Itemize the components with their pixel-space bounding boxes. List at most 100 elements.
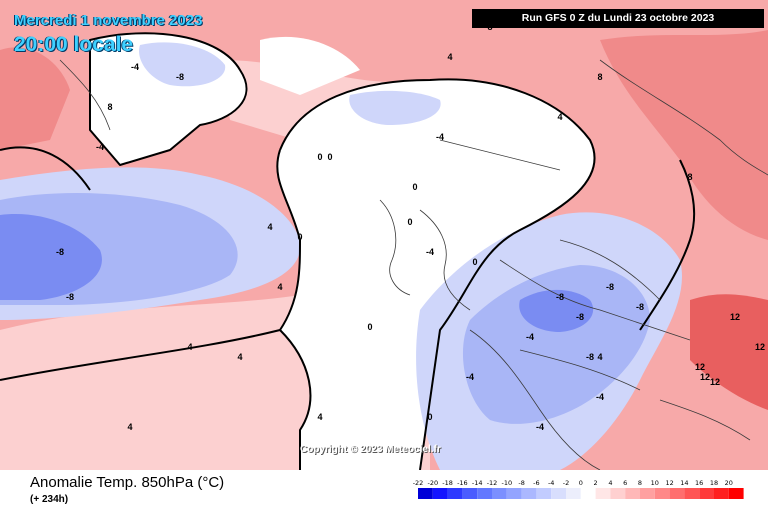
contour-value-label: 4	[557, 112, 562, 122]
anomaly-map-svg: -8-8-8-4-4-4-4-4-8-8-8-8-8-4-4-40 0000000…	[0, 22, 768, 470]
scale-swatch	[447, 488, 463, 499]
scale-tick-label: -20	[427, 479, 438, 487]
scale-swatch	[595, 488, 611, 499]
color-scale-legend: -22 -20 -18 -16 -14 -12 -10 -8 -6 -4 -2 0 2 4 6 8 10 12 14…	[413, 479, 744, 499]
contour-value-label: 12	[755, 342, 765, 352]
scale-tick-label: 4	[608, 479, 612, 487]
scale-tick-label: -6	[533, 479, 539, 487]
contour-value-label: 8	[597, 72, 602, 82]
scale-tick-label: -4	[548, 479, 554, 487]
scale-tick-label: -2	[563, 479, 569, 487]
contour-value-label: -4	[466, 372, 474, 382]
cold-anomaly-zone	[462, 265, 650, 424]
contour-value-label: -4	[131, 62, 139, 72]
coastline	[469, 329, 601, 470]
hot-zone	[690, 294, 768, 410]
contour-value-label: 8	[687, 172, 692, 182]
contour-value-label: 0	[412, 182, 417, 192]
cold-strong-zone	[0, 214, 102, 300]
coastline	[59, 59, 111, 131]
contour-value-label: -8	[176, 72, 184, 82]
scale-tick-label: 12	[665, 479, 673, 487]
contour-value-label: -8	[56, 247, 64, 257]
contour-value-label: 0	[472, 257, 477, 267]
contour-value-label: -4	[436, 132, 444, 142]
scale-tick-label: 20	[725, 479, 733, 487]
scale-tick-label: -14	[472, 479, 483, 487]
scale-tick-label: 14	[680, 479, 688, 487]
scale-tick-label: -18	[442, 479, 453, 487]
scale-tick-label: 16	[695, 479, 703, 487]
scale-tick-label: -16	[457, 479, 468, 487]
contour-value-label: -4	[536, 422, 544, 432]
zero-contour-line	[0, 146, 91, 191]
contour-value-label: -8	[576, 312, 584, 322]
scale-swatch	[492, 488, 507, 499]
scale-tick-label: -10	[501, 479, 512, 487]
contour-value-label: 8	[107, 102, 112, 112]
scale-tick-label: 10	[651, 479, 659, 487]
border-line	[519, 349, 641, 391]
local-time-label: 20:00 locale	[14, 33, 134, 56]
contour-value-label: 4	[267, 222, 272, 232]
border-line	[559, 239, 661, 301]
scale-swatch	[728, 488, 744, 499]
scale-swatch	[669, 488, 685, 499]
scale-swatch	[566, 488, 581, 499]
contour-value-label: 12	[700, 372, 710, 382]
zero-contour-line	[89, 32, 248, 166]
coastline	[659, 399, 751, 441]
zero-contour-line	[639, 159, 696, 331]
neutral-zone	[260, 36, 360, 95]
contour-value-label: -8	[606, 282, 614, 292]
scale-swatch	[521, 488, 537, 499]
scale-swatch	[432, 488, 448, 499]
contour-value-label: 4	[277, 282, 282, 292]
warm-strong-zone	[0, 47, 70, 150]
scale-swatch	[551, 488, 566, 499]
contour-value-label: -8	[636, 302, 644, 312]
contour-value-label: 4	[187, 342, 192, 352]
contour-value-label: 0	[297, 232, 302, 242]
coastline	[379, 199, 411, 296]
scale-tick-label: 18	[710, 479, 718, 487]
contour-value-label: 0	[407, 217, 412, 227]
contour-value-label: 0	[367, 322, 372, 332]
scale-swatch	[418, 488, 433, 499]
contour-value-label: 12	[695, 362, 705, 372]
variable-title: Anomalie Temp. 850hPa (°C)	[30, 474, 225, 491]
scale-swatch	[625, 488, 640, 499]
border-line	[599, 59, 768, 176]
contour-value-label: 0	[427, 412, 432, 422]
contour-value-label: -8	[586, 352, 594, 362]
contour-value-label: 4	[597, 352, 602, 362]
scale-swatch	[640, 488, 655, 499]
contour-value-label: 4	[127, 422, 132, 432]
coastline	[439, 139, 561, 171]
copyright-text: Copyright © 2023 Meteociel.fr	[300, 444, 441, 455]
scale-swatch	[684, 488, 700, 499]
contour-value-label: -4	[596, 392, 604, 402]
forecast-map: -8 -8 -8 -4 -4 -4 -4 -4 -8 -8 -8 -8 -8 -4 -4 -4 0 0 0 0 0 0 0 0…	[0, 0, 768, 470]
scale-tick-label: 2	[594, 479, 598, 487]
scale-tick-label: -22	[413, 479, 424, 487]
contour-value-label: -4	[96, 142, 104, 152]
scale-swatch	[477, 488, 492, 499]
scale-swatch	[580, 488, 596, 499]
scale-tick-label: -12	[487, 479, 498, 487]
scale-tick-label: 0	[579, 479, 583, 487]
scale-swatch	[610, 488, 626, 499]
contour-value-label: -8	[66, 292, 74, 302]
valid-date-label: Mercredi 1 novembre 2023	[14, 12, 203, 29]
scale-swatch	[699, 488, 714, 499]
lead-time-label: (+ 234h)	[30, 494, 69, 505]
cold-strong-zone	[519, 289, 594, 332]
zero-contour-line	[279, 78, 596, 470]
neutral-zone	[277, 79, 595, 470]
scale-swatch	[654, 488, 670, 499]
contour-value-label: 12	[710, 377, 720, 387]
contour-value-label: 0	[317, 152, 322, 162]
cold-anomaly-zone	[139, 42, 226, 87]
contour-value-label: 4	[447, 52, 452, 62]
contour-value-label: 4	[237, 352, 242, 362]
